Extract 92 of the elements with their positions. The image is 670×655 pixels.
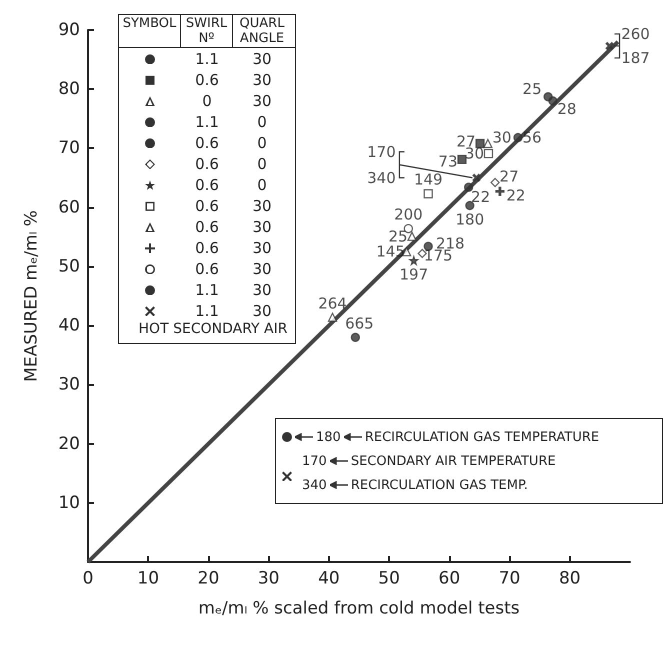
annotation: 30 bbox=[251, 70, 273, 88]
annotation: 1.1 bbox=[194, 50, 220, 68]
point bbox=[484, 148, 494, 158]
annotation: 170 bbox=[302, 454, 327, 468]
annotation: 25 bbox=[388, 227, 408, 246]
annotation: 0 bbox=[256, 112, 268, 130]
annotation: 30 bbox=[251, 50, 273, 68]
x-tick-label: 70 bbox=[498, 568, 520, 588]
point bbox=[548, 96, 558, 106]
annotation: RECIRCULATION GAS TEMPERATURE bbox=[364, 430, 600, 444]
point bbox=[495, 186, 505, 196]
point bbox=[457, 154, 467, 164]
point bbox=[472, 174, 480, 182]
x-tick-label: 0 bbox=[82, 568, 94, 588]
annotation: 0.6 bbox=[194, 154, 220, 172]
annotation: 149 bbox=[414, 170, 443, 189]
point bbox=[350, 332, 360, 342]
x-tick-label: 80 bbox=[558, 568, 581, 588]
annotation: QUARL ANGLE bbox=[238, 15, 286, 47]
annotation: 0.6 bbox=[194, 70, 220, 88]
y-tick-label: 90 bbox=[58, 20, 80, 40]
point bbox=[483, 138, 492, 148]
annotation: 30 bbox=[251, 280, 273, 298]
annotation: SWIRL Nº bbox=[181, 15, 233, 47]
point bbox=[465, 200, 474, 210]
annotation: 1.1 bbox=[194, 112, 220, 130]
annotation: 30 bbox=[251, 302, 273, 320]
annotation: SYMBOL bbox=[119, 15, 181, 47]
annotation: 0 bbox=[256, 154, 268, 172]
x-tick-label: 40 bbox=[318, 568, 340, 588]
point bbox=[606, 42, 614, 50]
annotation: RECIRCULATION GAS TEMP. bbox=[350, 478, 528, 492]
annotation: 1.1 bbox=[194, 302, 220, 320]
annotation: 30 bbox=[492, 128, 512, 146]
annotation: 0.6 bbox=[194, 176, 220, 194]
point bbox=[409, 256, 418, 266]
annotation: 0.6 bbox=[194, 238, 220, 256]
annotation: 180 bbox=[316, 430, 341, 444]
y-tick-label: 60 bbox=[58, 197, 80, 218]
x-tick-label: 60 bbox=[438, 568, 460, 588]
annotation: 0.6 bbox=[194, 218, 220, 236]
annotation: 200 bbox=[394, 206, 423, 224]
annotation: 665 bbox=[345, 314, 374, 332]
annotation: 340 bbox=[367, 168, 396, 187]
point bbox=[464, 182, 474, 192]
annotation: 197 bbox=[399, 266, 428, 284]
annotation: 0 bbox=[256, 134, 268, 152]
annotation: HOT SECONDARY AIR bbox=[138, 321, 288, 339]
annotation: 1.1 bbox=[194, 280, 220, 298]
annotation: 0 bbox=[201, 92, 213, 110]
y-tick-label: 20 bbox=[58, 434, 80, 454]
annotation: 0 bbox=[256, 176, 268, 194]
annotation: SECONDARY AIR TEMPERATURE bbox=[350, 454, 556, 468]
annotation: 260 bbox=[621, 24, 650, 43]
y-tick-label: 70 bbox=[58, 138, 80, 158]
point bbox=[407, 232, 417, 241]
annotation: 145 bbox=[376, 242, 405, 261]
annotation: 0.6 bbox=[194, 260, 220, 278]
point bbox=[424, 189, 433, 198]
annotation: 25 bbox=[522, 80, 542, 98]
annotation: 30 bbox=[251, 218, 273, 236]
annotation: 56 bbox=[522, 128, 542, 147]
annotation: 30 bbox=[251, 238, 273, 256]
annotation: 0.6 bbox=[194, 134, 220, 152]
annotation: 0.6 bbox=[194, 196, 220, 214]
y-tick-label: 30 bbox=[58, 374, 80, 395]
x-tick-label: 30 bbox=[258, 568, 280, 588]
annotation: 73 bbox=[438, 152, 458, 170]
annotation: 264 bbox=[318, 294, 347, 312]
x-tick-label: 10 bbox=[137, 568, 160, 588]
annotation: 28 bbox=[557, 100, 576, 118]
point bbox=[490, 178, 500, 188]
annotation: 180 bbox=[455, 210, 484, 229]
y-tick-label: 40 bbox=[58, 316, 80, 336]
x-tick-label: 20 bbox=[198, 568, 220, 588]
y-tick-label: 80 bbox=[58, 79, 80, 100]
annotation: 30 bbox=[251, 196, 273, 214]
annotation: 30 bbox=[251, 92, 273, 110]
y-tick-label: 10 bbox=[58, 492, 80, 513]
point bbox=[513, 132, 523, 142]
annotation: 22 bbox=[506, 186, 526, 204]
point bbox=[328, 312, 338, 322]
y-axis-title: MEASURED mₑ/mₗ % bbox=[22, 210, 42, 382]
annotation: 187 bbox=[621, 48, 650, 67]
y-tick-label: 50 bbox=[58, 256, 80, 276]
annotation: 170 bbox=[367, 142, 396, 161]
annotation: 340 bbox=[302, 478, 327, 492]
annotation: 27 bbox=[500, 168, 519, 186]
annotation: 22 bbox=[471, 188, 490, 206]
annotation: 30 bbox=[251, 260, 273, 278]
x-axis-title: mₑ/mₗ % scaled from cold model tests bbox=[198, 598, 520, 618]
x-tick-label: 50 bbox=[378, 568, 400, 588]
